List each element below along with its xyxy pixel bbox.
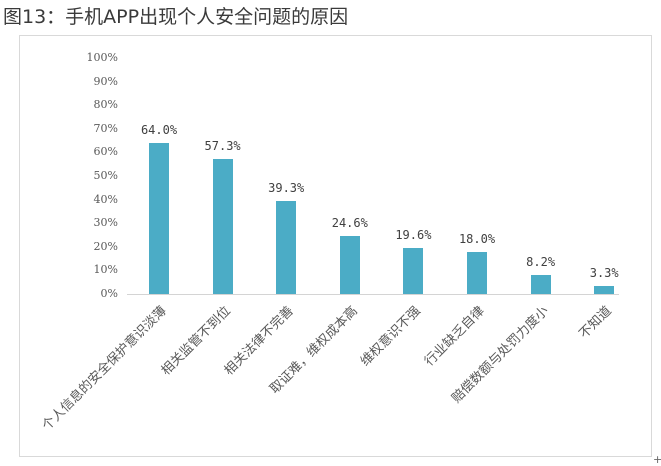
bar [339,235,360,294]
data-label: 3.3% [589,266,619,281]
y-tick-label: 20% [93,239,118,253]
y-tick-label: 30% [93,216,118,230]
y-tick-label: 80% [93,98,118,112]
bar [212,158,233,294]
chart-frame [19,35,652,457]
y-tick-label: 10% [93,263,118,277]
data-label: 8.2% [526,254,556,269]
x-axis-line [127,294,619,295]
x-tick-label: 行业缺乏自律 [421,303,488,370]
y-tick-label: 100% [86,51,118,64]
y-tick-label: 50% [93,169,118,182]
x-tick-label: 不知道 [576,303,615,342]
data-label: 24.6% [331,215,368,230]
y-tick-label: 90% [93,74,118,88]
bar [403,247,424,294]
bar [467,251,487,294]
bar [149,142,169,294]
data-label: 39.3% [268,181,305,196]
bar [530,274,551,294]
data-label: 57.3% [204,138,241,153]
data-label: 19.6% [395,227,432,242]
data-label: 64.0% [140,122,178,137]
y-tick-label: 60% [93,145,118,159]
y-tick-label: 0% [100,287,118,300]
resize-handle-icon[interactable]: + [653,453,661,466]
y-tick-label: 70% [93,121,118,135]
data-label: 18.0% [458,231,496,246]
chart-title: 图13：手机APP出现个人安全问题的原因 [3,6,349,28]
bar [276,201,297,294]
bar [594,286,615,294]
y-tick-label: 40% [93,192,118,206]
x-tick-label: 维权意识不强 [358,303,425,370]
x-tick-label: 个人信息的安全保护意识淡薄 [39,303,170,434]
